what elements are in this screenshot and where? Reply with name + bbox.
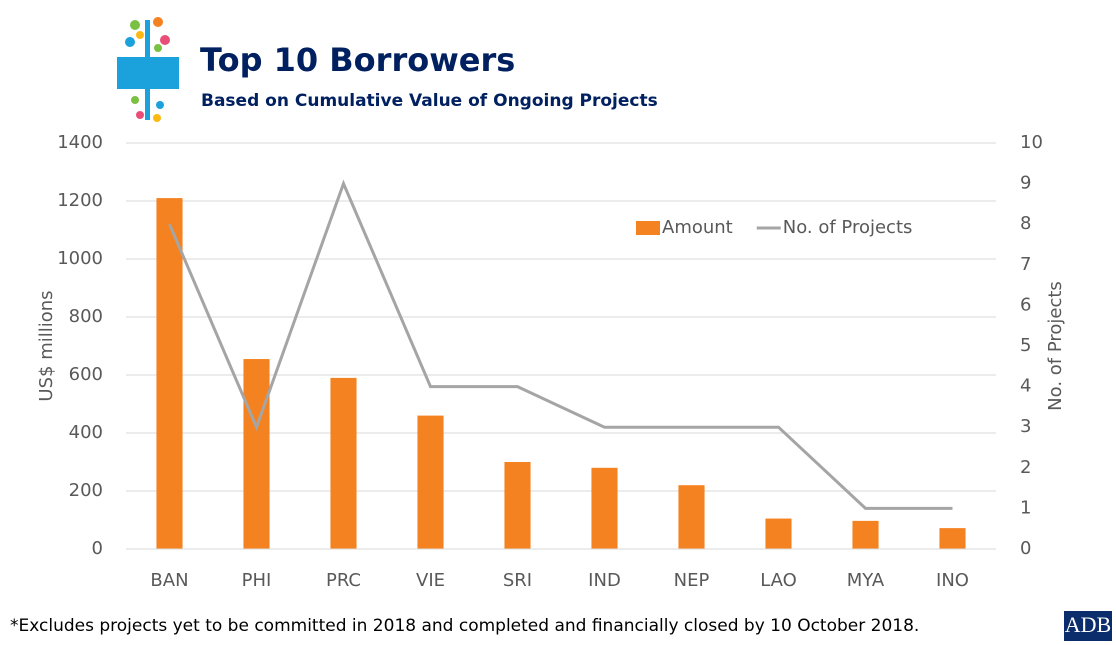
bar — [243, 359, 270, 549]
chart-title: Top 10 Borrowers — [200, 41, 515, 79]
x-tick-label: MYA — [847, 570, 885, 591]
y2-tick-label: 4 — [1020, 376, 1031, 397]
legend-swatch — [636, 221, 660, 235]
x-tick-label: INO — [936, 570, 969, 591]
y2-tick-label: 1 — [1020, 497, 1031, 518]
bar — [939, 528, 966, 549]
y2-tick-label: 2 — [1020, 457, 1031, 478]
bar — [765, 518, 792, 549]
y-tick-label: 200 — [69, 480, 103, 501]
y-tick-label: 600 — [69, 364, 103, 385]
y2-tick-label: 0 — [1020, 538, 1031, 559]
x-tick-label: VIE — [416, 570, 445, 591]
x-tick-label: PHI — [242, 570, 272, 591]
y-tick-label: 1400 — [57, 132, 103, 153]
legend-label: Amount — [662, 217, 733, 238]
y2-axis-label: No. of Projects — [1045, 281, 1066, 411]
x-tick-label: IND — [588, 570, 621, 591]
bar — [156, 198, 183, 549]
y2-tick-label: 8 — [1020, 213, 1031, 234]
line — [168, 179, 953, 510]
chart-subtitle: Based on Cumulative Value of Ongoing Pro… — [201, 91, 658, 111]
x-tick-label: PRC — [326, 570, 361, 591]
logo-text: ADB — [1065, 612, 1111, 637]
bar — [330, 377, 357, 549]
y2-tick-label: 6 — [1020, 294, 1031, 315]
y-tick-label: 400 — [69, 422, 103, 443]
bar — [852, 520, 879, 549]
y2-tick-label: 3 — [1020, 416, 1031, 437]
x-tick-label: BAN — [150, 570, 188, 591]
bar — [591, 467, 618, 549]
x-tick-label: NEP — [674, 570, 710, 591]
y-tick-label: 1200 — [57, 190, 103, 211]
y2-tick-label: 7 — [1020, 254, 1031, 275]
bar — [678, 485, 705, 549]
y2-tick-label: 10 — [1020, 132, 1043, 153]
y-tick-label: 0 — [92, 538, 103, 559]
footnote: *Excludes projects yet to be committed i… — [10, 616, 919, 636]
legend-label: No. of Projects — [783, 217, 913, 238]
logo-box — [1064, 611, 1112, 641]
y-tick-label: 1000 — [57, 248, 103, 269]
y2-tick-label: 5 — [1020, 335, 1031, 356]
x-tick-label: SRI — [503, 570, 532, 591]
y-axis-label: US$ millions — [36, 290, 57, 401]
bar — [417, 415, 444, 549]
y2-tick-label: 9 — [1020, 173, 1031, 194]
tree-icon — [117, 17, 179, 122]
y-tick-label: 800 — [69, 306, 103, 327]
x-tick-label: LAO — [760, 570, 797, 591]
bar — [504, 462, 531, 549]
